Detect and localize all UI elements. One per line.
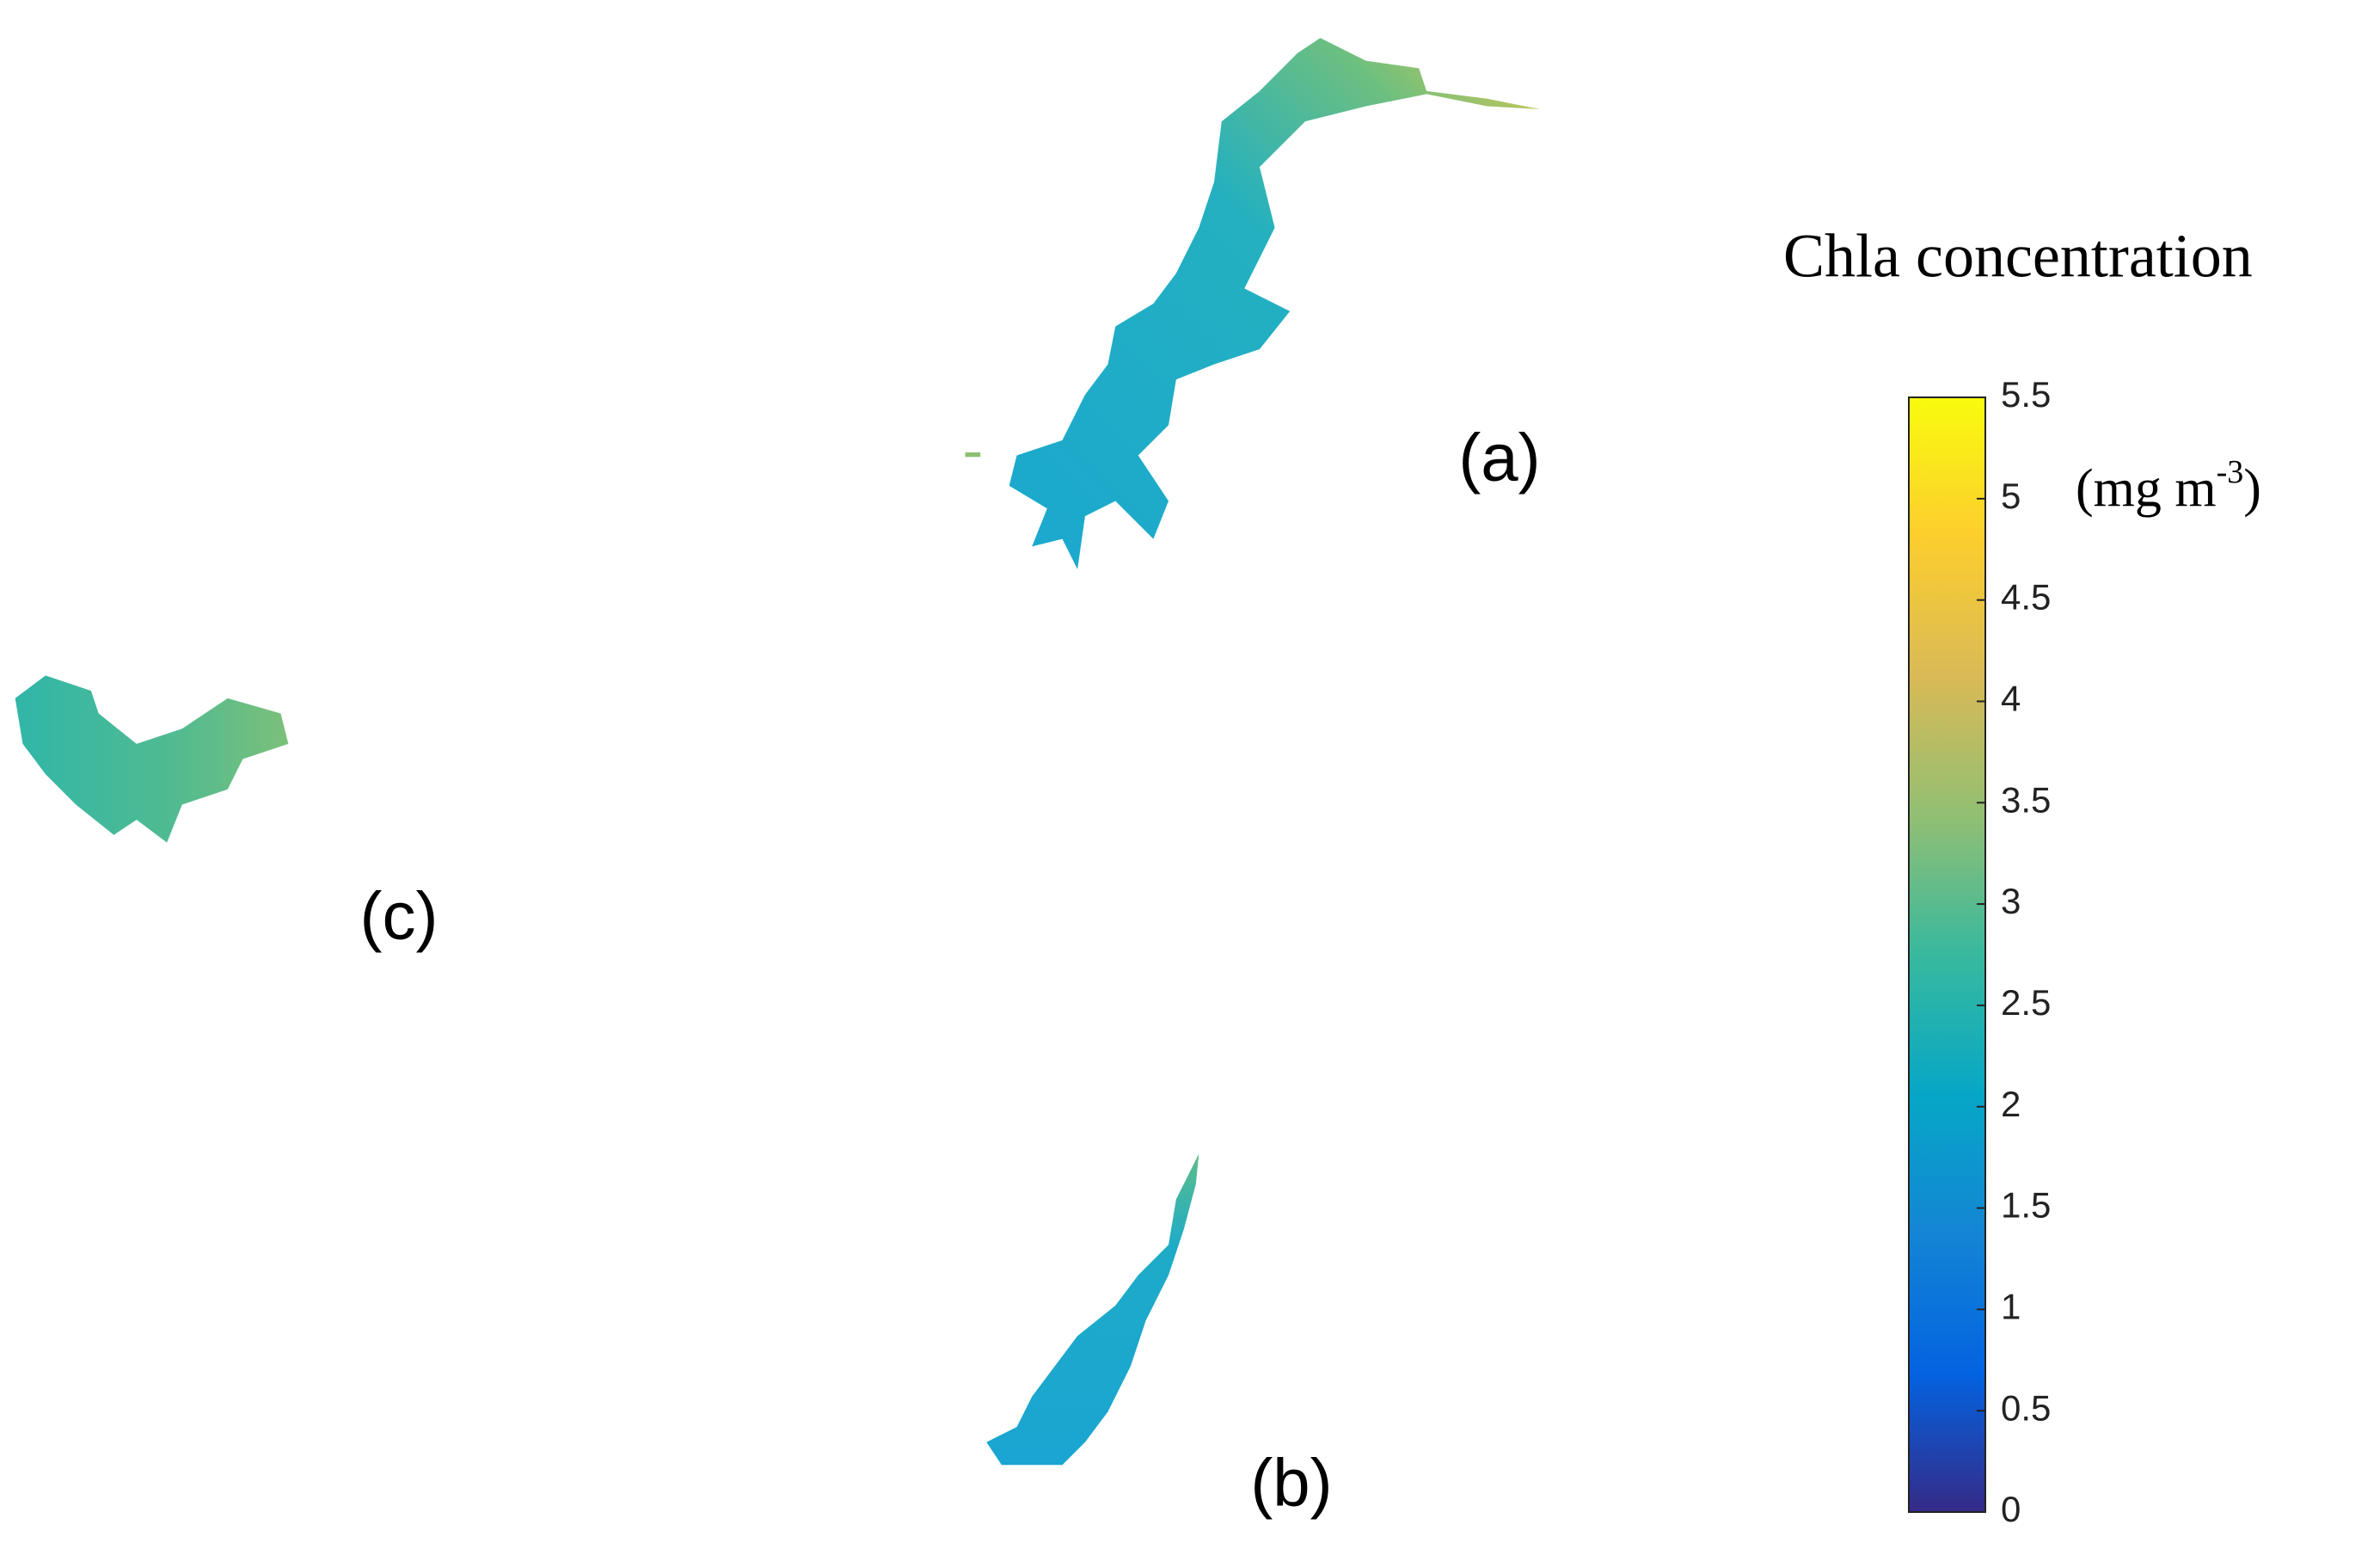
colorbar-tick-label: 4.5 bbox=[2001, 577, 2051, 618]
lakes bbox=[15, 38, 1541, 1466]
colorbar-tick-label: 4 bbox=[2001, 679, 2021, 719]
lake-a bbox=[1009, 38, 1541, 569]
colorbar-tick-label: 3.5 bbox=[2001, 779, 2051, 820]
colorbar-unit: (mg m-3) bbox=[2076, 454, 2261, 519]
colorbar-tick-label: 1.5 bbox=[2001, 1185, 2051, 1226]
colorbar-tick-label: 2 bbox=[2001, 1084, 2021, 1124]
colorbar-tick-label: 2.5 bbox=[2001, 982, 2051, 1023]
lake-c bbox=[15, 675, 289, 843]
panel-label: (b) bbox=[1250, 1445, 1332, 1521]
colorbar-tick-label: 5.5 bbox=[2001, 374, 2051, 415]
unit-exponent: -3 bbox=[2217, 454, 2244, 490]
panel-label: (c) bbox=[360, 878, 439, 954]
lake-b bbox=[986, 1153, 1199, 1466]
colorbar-tick-label: 1 bbox=[2001, 1286, 2021, 1326]
colorbar-title: Chla concentration bbox=[1783, 222, 2253, 291]
colorbar-tick-label: 5 bbox=[2001, 476, 2021, 516]
colorbar-tick-label: 0 bbox=[2001, 1489, 2021, 1529]
lake-fragment bbox=[965, 452, 981, 458]
colorbar bbox=[1908, 397, 1986, 1513]
unit-base: (mg m bbox=[2076, 459, 2217, 518]
unit-close: ) bbox=[2243, 459, 2261, 518]
colorbar-tick-label: 0.5 bbox=[2001, 1387, 2051, 1428]
colorbar-tick-label: 3 bbox=[2001, 881, 2021, 921]
panel-label: (a) bbox=[1458, 420, 1540, 495]
